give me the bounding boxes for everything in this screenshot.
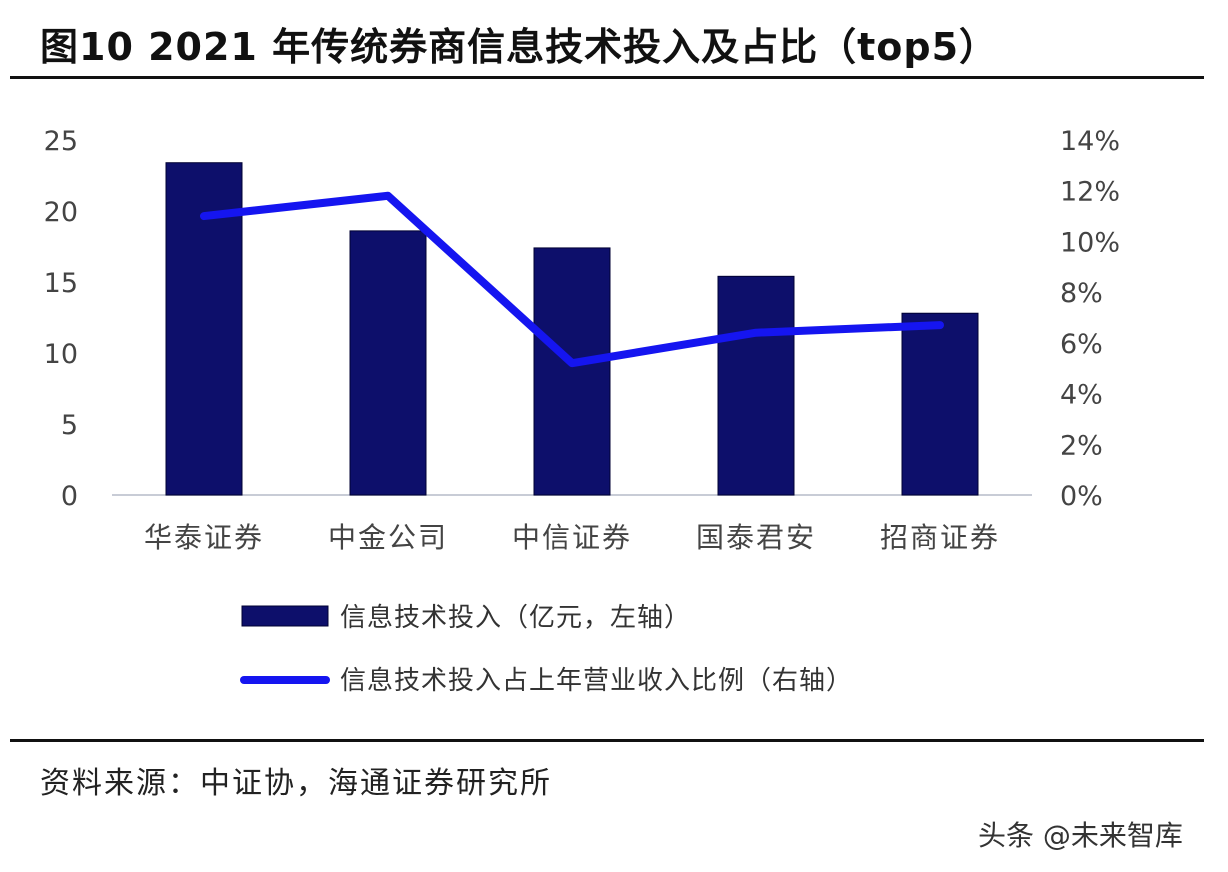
line-series: [200, 191, 944, 368]
bar: [717, 275, 795, 496]
category-label: 中金公司: [328, 521, 448, 554]
source-note: 资料来源：中证协，海通证券研究所: [40, 766, 552, 801]
left-axis-tick-label: 10: [44, 339, 78, 370]
right-axis-tick-label: 2%: [1060, 430, 1103, 461]
left-axis-tick-label: 15: [44, 268, 78, 299]
left-axis-tick-label: 20: [44, 197, 78, 228]
axes: 0 5 10 15 20 25 0% 2% 4% 6% 8% 10% 12% 14% 华泰证券 中金公司 中信证…: [44, 126, 1120, 554]
legend-line-label: 信息技术投入占上年营业收入比例（右轴）: [340, 666, 853, 696]
left-axis-tick-label: 25: [44, 126, 78, 157]
category-label: 招商证券: [880, 521, 1000, 554]
source-rule: [10, 739, 1204, 742]
figure-title: 图10 2021 年传统券商信息技术投入及占比（top5）: [40, 25, 999, 69]
watermark: 头条 @未来智库: [978, 819, 1183, 852]
right-axis-tick-label: 12%: [1060, 177, 1120, 208]
right-axis-tick-label: 10%: [1060, 227, 1120, 258]
left-axis-tick-label: 0: [61, 481, 78, 512]
right-axis-tick-label: 8%: [1060, 278, 1103, 309]
category-label: 中信证券: [512, 521, 632, 554]
bar: [533, 247, 611, 496]
chart-canvas: 0 5 10 15 20 25 0% 2% 4% 6% 8% 10% 12% 14% 华泰证券 中金公司 中信证…: [44, 126, 1120, 696]
legend: 信息技术投入（亿元，左轴） 信息技术投入占上年营业收入比例（右轴）: [240, 603, 853, 696]
title-rule: [10, 76, 1204, 79]
left-axis-tick-label: 5: [61, 410, 78, 441]
right-axis-tick-label: 14%: [1060, 126, 1120, 157]
right-axis-tick-label: 6%: [1060, 329, 1103, 360]
bar-series: [165, 162, 979, 496]
right-axis-tick-label: 0%: [1060, 481, 1103, 512]
legend-bar-swatch: [241, 605, 329, 627]
legend-bar-label: 信息技术投入（亿元，左轴）: [340, 603, 691, 633]
category-label: 华泰证券: [144, 521, 264, 554]
bar: [349, 230, 427, 496]
category-label: 国泰君安: [696, 521, 816, 554]
bar: [901, 312, 979, 496]
right-axis-tick-label: 4%: [1060, 380, 1103, 411]
